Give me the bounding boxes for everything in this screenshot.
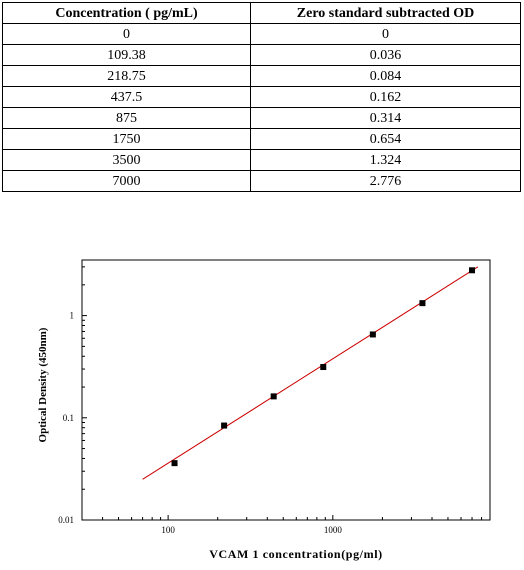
y-tick-label: 0.01 — [58, 515, 74, 525]
cell-od: 0.162 — [250, 86, 521, 108]
data-point — [270, 393, 277, 400]
header-od: Zero standard subtracted OD — [250, 2, 521, 24]
cell-od: 0.314 — [250, 107, 521, 129]
table-row: 7000 2.776 — [2, 170, 521, 192]
data-point — [171, 460, 178, 467]
cell-od: 2.776 — [250, 170, 521, 192]
standard-table: Concentration ( pg/mL) Zero standard sub… — [2, 2, 521, 192]
table-row: 109.38 0.036 — [2, 44, 521, 66]
cell-od: 0.036 — [250, 44, 521, 66]
y-axis-ticks: 0.01 0.1 1 — [58, 266, 87, 525]
data-point — [369, 331, 376, 338]
cell-od: 0 — [250, 23, 521, 45]
x-tick-label: 100 — [161, 525, 175, 535]
x-axis-label: VCAM 1 concentration(pg/ml) — [209, 547, 383, 561]
table-header-row: Concentration ( pg/mL) Zero standard sub… — [2, 2, 521, 24]
data-points — [171, 267, 476, 467]
x-tick-label: 1000 — [324, 525, 343, 535]
data-point — [320, 364, 327, 371]
plot-frame — [81, 259, 491, 521]
cell-od: 0.084 — [250, 65, 521, 87]
y-tick-label: 1 — [70, 311, 75, 321]
cell-concentration: 1750 — [2, 128, 251, 150]
header-concentration: Concentration ( pg/mL) — [2, 2, 251, 24]
cell-concentration: 0 — [2, 23, 251, 45]
plot-border — [81, 259, 491, 521]
data-point — [469, 267, 476, 274]
table-row: 875 0.314 — [2, 107, 521, 129]
cell-od: 0.654 — [250, 128, 521, 150]
cell-od: 1.324 — [250, 149, 521, 171]
x-axis-ticks: 100 1000 — [81, 515, 491, 535]
cell-concentration: 218.75 — [2, 65, 251, 87]
cell-concentration: 437.5 — [2, 86, 251, 108]
y-axis-label: Optical Density (450nm) — [37, 327, 49, 442]
cell-concentration: 875 — [2, 107, 251, 129]
cell-concentration: 3500 — [2, 149, 251, 171]
table-row: 218.75 0.084 — [2, 65, 521, 87]
data-point — [419, 300, 426, 307]
table-row: 3500 1.324 — [2, 149, 521, 171]
fit-line-group — [142, 266, 479, 480]
cell-concentration: 109.38 — [2, 44, 251, 66]
cell-concentration: 7000 — [2, 170, 251, 192]
y-tick-label: 0.1 — [63, 413, 74, 423]
table-row: 437.5 0.162 — [2, 86, 521, 108]
data-point — [221, 422, 228, 429]
fit-line — [142, 266, 479, 480]
standard-curve-chart: 0.01 0.1 1 100 1000 VCAM 1 concentration(pg… — [37, 259, 491, 561]
table-row: 1750 0.654 — [2, 128, 521, 150]
